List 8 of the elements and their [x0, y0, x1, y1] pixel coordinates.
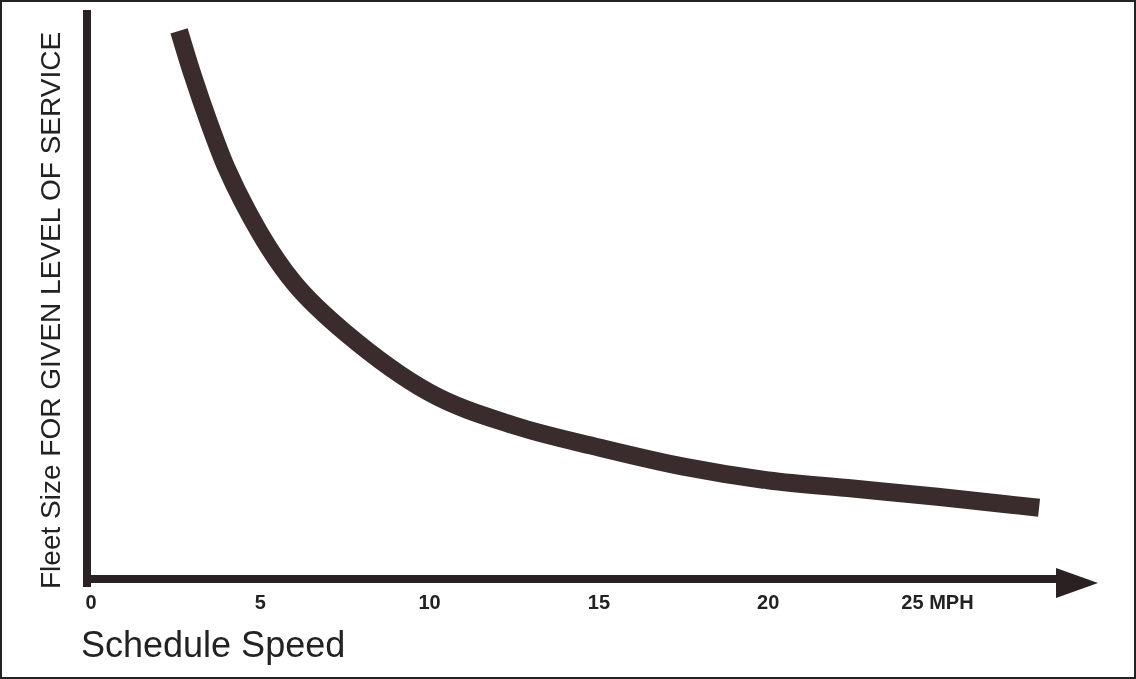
x-tick-label: 15: [587, 590, 611, 613]
x-axis-title: Schedule Speed: [81, 623, 346, 665]
x-tick-label: 25 MPH: [901, 590, 974, 613]
x-tick-label: 20: [757, 590, 780, 613]
x-tick-label: 5: [254, 590, 266, 613]
y-axis-title: Fleet Size FOR GIVEN LEVEL OF SERVICE: [34, 31, 66, 589]
x-tick-label: 10: [418, 590, 441, 613]
x-tick-label: 0: [85, 590, 97, 613]
